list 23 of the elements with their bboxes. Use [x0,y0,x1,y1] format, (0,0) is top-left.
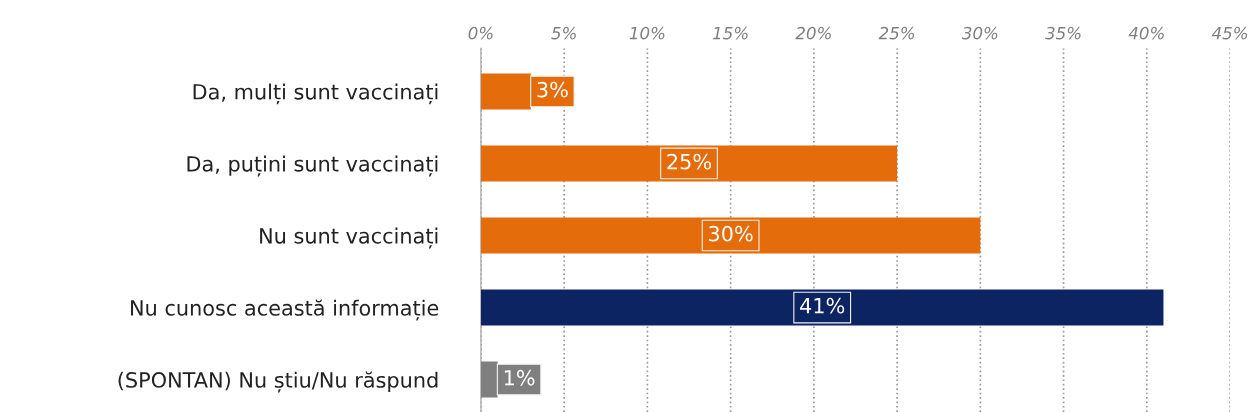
y-tick-label: Nu cunosc această informație [131,299,439,321]
data-label: 41% [800,297,845,314]
data-label: 25% [667,153,712,170]
x-tick-label: 45% [1211,26,1248,40]
bar [480,289,1164,326]
bar [480,217,981,254]
x-tick-label: 30% [961,26,998,40]
y-tick-label: Da, mulți sunt vaccinați [193,83,438,105]
y-tick-label: Nu sunt vaccinați [260,227,438,249]
data-label: 30% [709,225,753,242]
y-tick-label: (SPONTAN) Nu știu/Nu răspund [118,371,438,393]
x-tick-label: 35% [1045,26,1081,40]
data-label: 3% [537,81,568,98]
x-tick-label: 40% [1128,26,1164,40]
x-tick-label: 20% [795,26,831,40]
y-tick-label: Da, puțini sunt vaccinați [187,155,438,177]
bar [480,145,898,182]
x-tick-label: 10% [629,26,665,40]
x-tick-label: 15% [712,26,748,40]
x-tick-label: 25% [878,26,915,40]
data-label: 1% [504,369,535,386]
x-tick-label: 5% [551,26,576,40]
x-tick-label: 0% [468,26,493,40]
